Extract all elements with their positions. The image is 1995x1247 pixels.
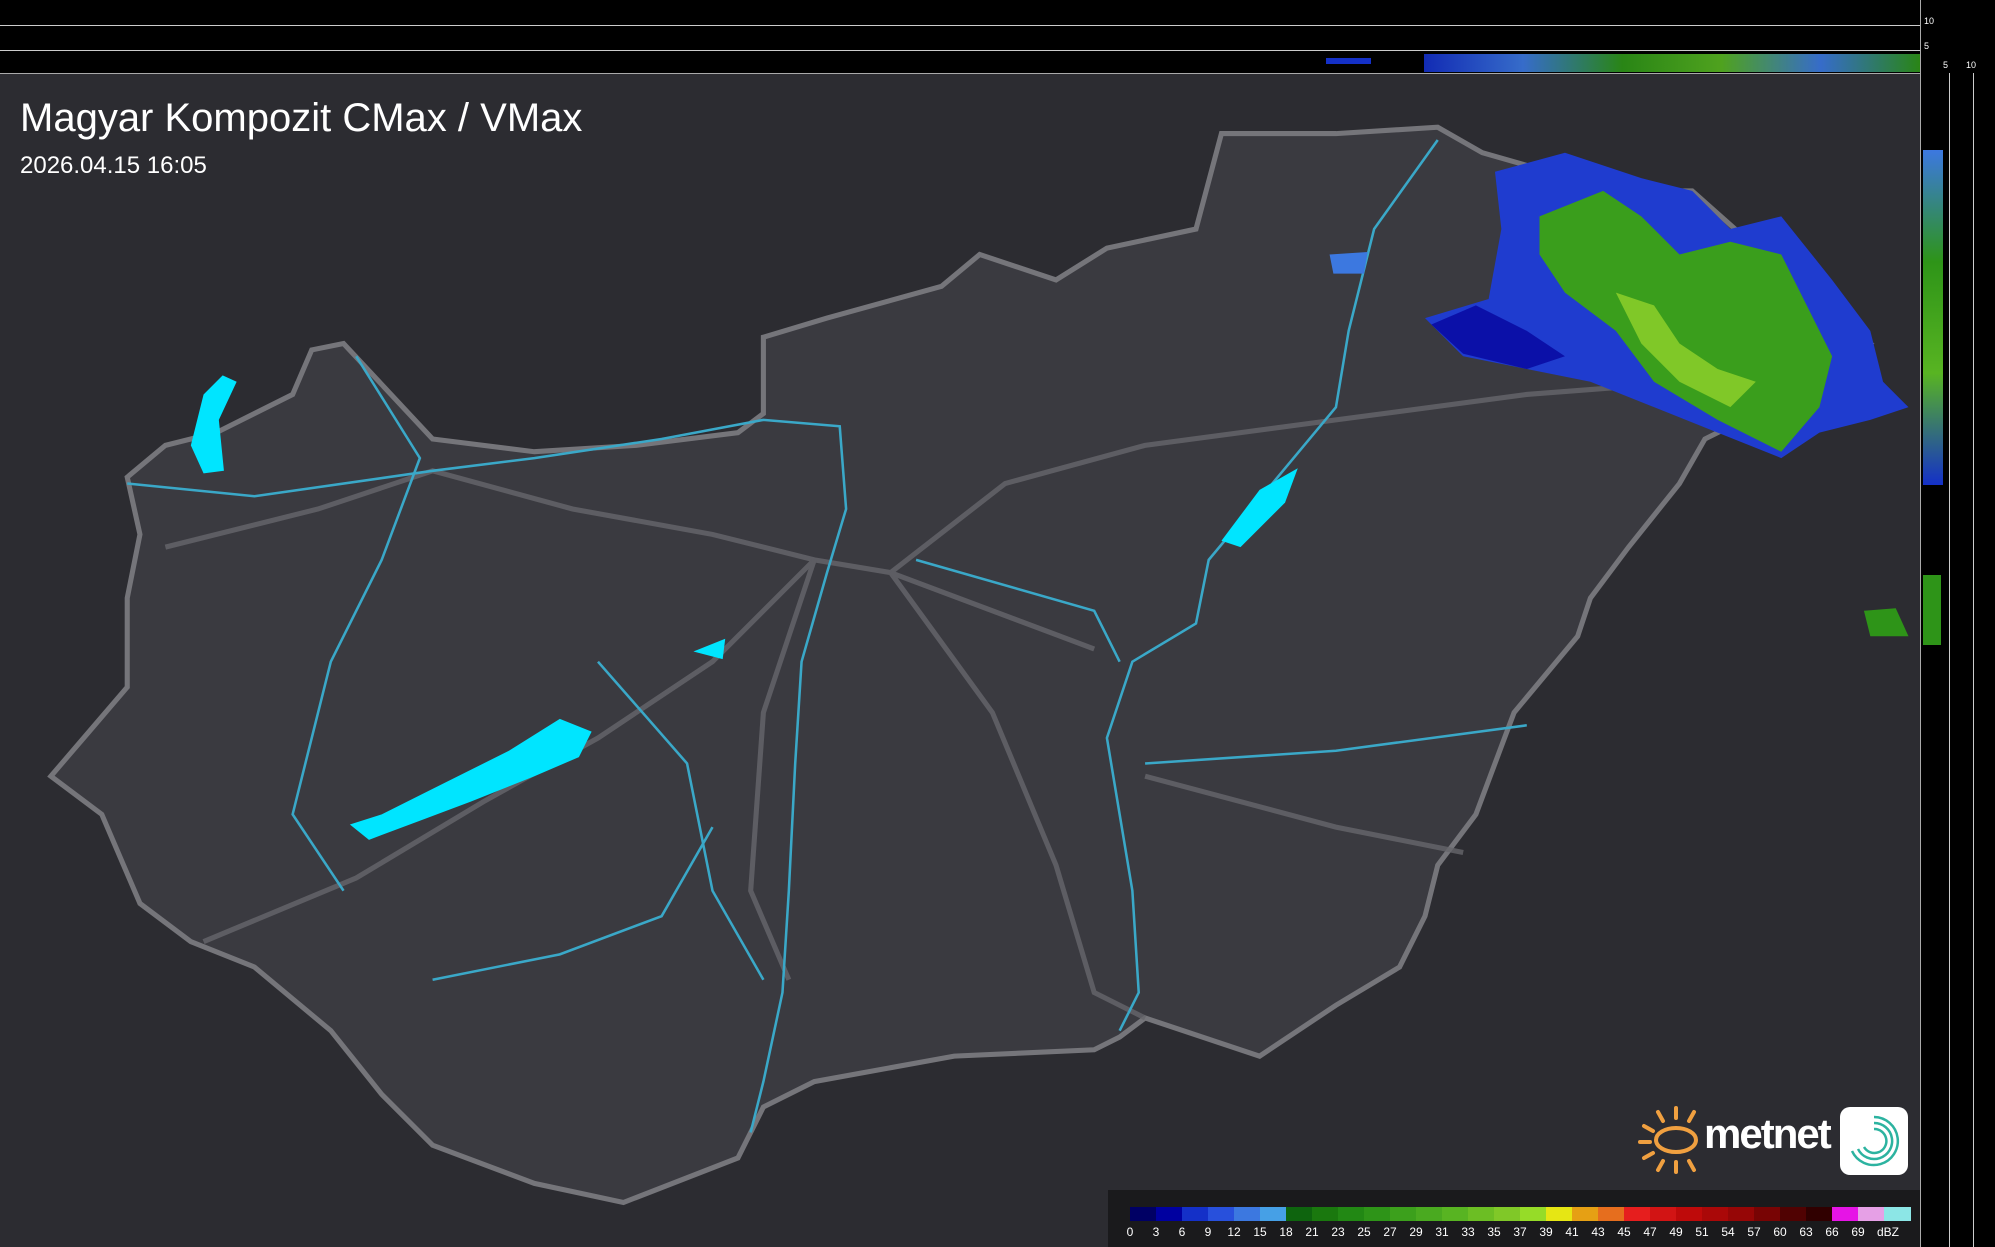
lake-neusiedl — [190, 375, 237, 474]
dbz-color-legend: 0 3 6 9 12 15 18 21 23 25 27 29 31 33 35 37 39 41 43 45 47 49… — [1108, 1190, 1920, 1247]
gridline-5 — [0, 50, 1920, 51]
legend-label: 29 — [1409, 1225, 1423, 1239]
legend-swatch — [1520, 1207, 1547, 1221]
legend-label: 6 — [1178, 1225, 1186, 1239]
radar-echoes — [1329, 152, 1909, 637]
legend-label: 49 — [1669, 1225, 1683, 1239]
legend-swatch — [1260, 1207, 1287, 1221]
legend-label: 18 — [1279, 1225, 1293, 1239]
legend-label: 35 — [1487, 1225, 1501, 1239]
legend-label: 39 — [1539, 1225, 1553, 1239]
legend-label: 47 — [1643, 1225, 1657, 1239]
lake-tisza — [1221, 468, 1298, 548]
legend-label: 45 — [1617, 1225, 1631, 1239]
river-tisza — [1105, 139, 1439, 1032]
legend-label: 12 — [1227, 1225, 1241, 1239]
metnet-logo: metnet — [1636, 1104, 1832, 1179]
legend-label: 69 — [1851, 1225, 1865, 1239]
legend-label: 41 — [1565, 1225, 1579, 1239]
legend-swatch — [1312, 1207, 1339, 1221]
sun-icon — [1638, 1106, 1698, 1174]
legend-swatch — [1390, 1207, 1417, 1221]
legend-label: 37 — [1513, 1225, 1527, 1239]
legend-unit: dBZ — [1876, 1225, 1900, 1239]
map-title: Magyar Kompozit CMax / VMax — [20, 96, 583, 140]
legend-label: 54 — [1721, 1225, 1735, 1239]
legend-swatch — [1650, 1207, 1677, 1221]
legend-label: 66 — [1825, 1225, 1839, 1239]
legend-label: 27 — [1383, 1225, 1397, 1239]
legend-swatch — [1884, 1207, 1911, 1221]
rivers — [127, 139, 1527, 1133]
side-gridline-5 — [1949, 73, 1950, 1247]
legend-swatch — [1832, 1207, 1859, 1221]
side-echo — [1923, 150, 1943, 485]
legend-swatch — [1806, 1207, 1833, 1221]
lake-balaton — [349, 718, 592, 840]
legend-label: 25 — [1357, 1225, 1371, 1239]
legend-swatch — [1624, 1207, 1651, 1221]
map-timestamp: 2026.04.15 16:05 — [20, 152, 207, 179]
legend-label: 15 — [1253, 1225, 1267, 1239]
legend-label: 31 — [1435, 1225, 1449, 1239]
legend-label: 3 — [1152, 1225, 1160, 1239]
legend-swatch — [1572, 1207, 1599, 1221]
legend-swatch — [1442, 1207, 1469, 1221]
legend-swatch — [1780, 1207, 1807, 1221]
legend-swatch — [1754, 1207, 1781, 1221]
top-cross-section-panel — [0, 0, 1920, 74]
legend-swatch — [1416, 1207, 1443, 1221]
legend-label: 0 — [1126, 1225, 1134, 1239]
legend-label: 57 — [1747, 1225, 1761, 1239]
side-cross-section-panel — [1920, 0, 1995, 1247]
legend-swatch — [1130, 1207, 1157, 1221]
legend-swatch — [1468, 1207, 1495, 1221]
legend-swatch — [1728, 1207, 1755, 1221]
legend-label: 23 — [1331, 1225, 1345, 1239]
legend-swatch — [1286, 1207, 1313, 1221]
legend-swatch — [1546, 1207, 1573, 1221]
legend-swatch — [1702, 1207, 1729, 1221]
legend-label: 33 — [1461, 1225, 1475, 1239]
lakes — [190, 375, 1298, 840]
gridline-10 — [0, 25, 1920, 26]
legend-swatch — [1338, 1207, 1365, 1221]
legend-swatch — [1182, 1207, 1209, 1221]
legend-swatch — [1234, 1207, 1261, 1221]
legend-swatch — [1208, 1207, 1235, 1221]
legend-label: 60 — [1773, 1225, 1787, 1239]
top-echo — [1424, 54, 1920, 72]
legend-label: 51 — [1695, 1225, 1709, 1239]
legend-label: 21 — [1305, 1225, 1319, 1239]
legend-swatch — [1156, 1207, 1183, 1221]
top-tick-5: 5 — [1924, 41, 1930, 51]
side-tick-10: 10 — [1966, 60, 1977, 70]
top-tick-10: 10 — [1924, 16, 1935, 26]
side-tick-5: 5 — [1943, 60, 1949, 70]
legend-swatch — [1598, 1207, 1625, 1221]
side-gridline-10 — [1973, 73, 1974, 1247]
legend-label: 43 — [1591, 1225, 1605, 1239]
legend-label: 9 — [1204, 1225, 1212, 1239]
legend-swatch — [1858, 1207, 1885, 1221]
spiral-app-icon — [1840, 1107, 1908, 1175]
legend-swatch — [1364, 1207, 1391, 1221]
legend-label: 63 — [1799, 1225, 1813, 1239]
lake-velence — [693, 638, 726, 660]
logo-text: metnet — [1704, 1110, 1832, 1157]
river-danube — [127, 418, 848, 1133]
legend-swatch — [1494, 1207, 1521, 1221]
legend-swatch — [1676, 1207, 1703, 1221]
top-echo — [1326, 58, 1371, 64]
side-echo — [1923, 575, 1941, 645]
